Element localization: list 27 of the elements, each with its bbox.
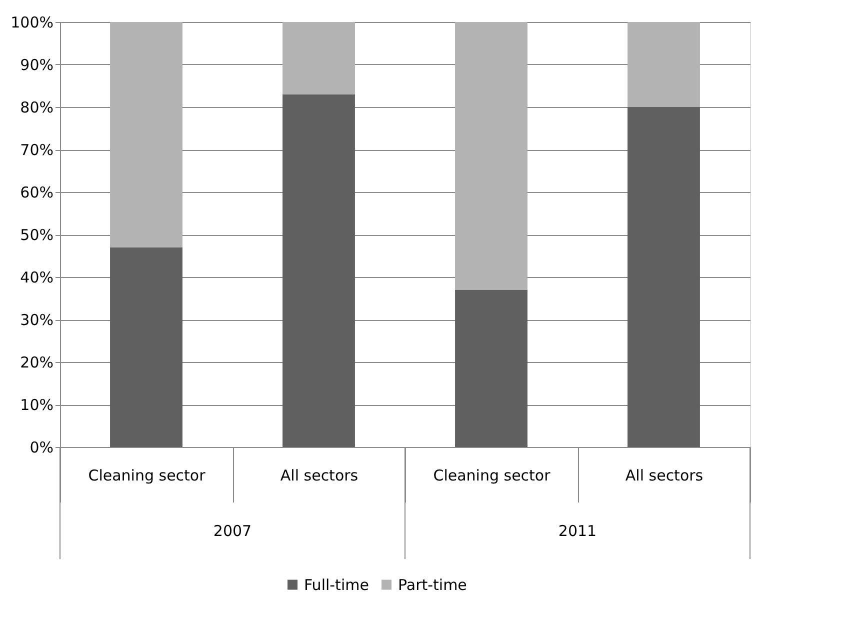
bar (282, 94, 355, 447)
text: 2007 (213, 522, 252, 540)
text: 2011 (558, 522, 597, 540)
y-tick-label: 80% (20, 98, 54, 116)
bar (110, 22, 182, 248)
y-tick-label: 30% (20, 311, 54, 329)
y-tick-label: 0% (30, 438, 54, 456)
x-tick-label: Cleaning sector (88, 466, 206, 484)
y-tick-label: 10% (20, 396, 54, 414)
bar (110, 247, 182, 447)
bar (282, 22, 355, 94)
y-tick-label: 60% (20, 184, 54, 202)
bar (628, 107, 700, 447)
y-tick-label: 20% (20, 354, 54, 372)
legend-label: Full-time (304, 576, 369, 594)
y-tick-label: 50% (20, 226, 54, 244)
x-tick-label: All sectors (625, 466, 704, 484)
bar (628, 22, 700, 107)
y-tick-label: 40% (20, 268, 54, 286)
y-tick-label: 90% (20, 56, 54, 74)
bar (455, 22, 528, 290)
bar (455, 290, 528, 447)
x-tick-label: All sectors (280, 466, 358, 484)
y-tick-label: 100% (10, 14, 54, 32)
legend-label: Part-time (398, 576, 467, 594)
y-tick-label: 70% (20, 141, 54, 159)
x-tick-label: Cleaning sector (433, 466, 552, 484)
